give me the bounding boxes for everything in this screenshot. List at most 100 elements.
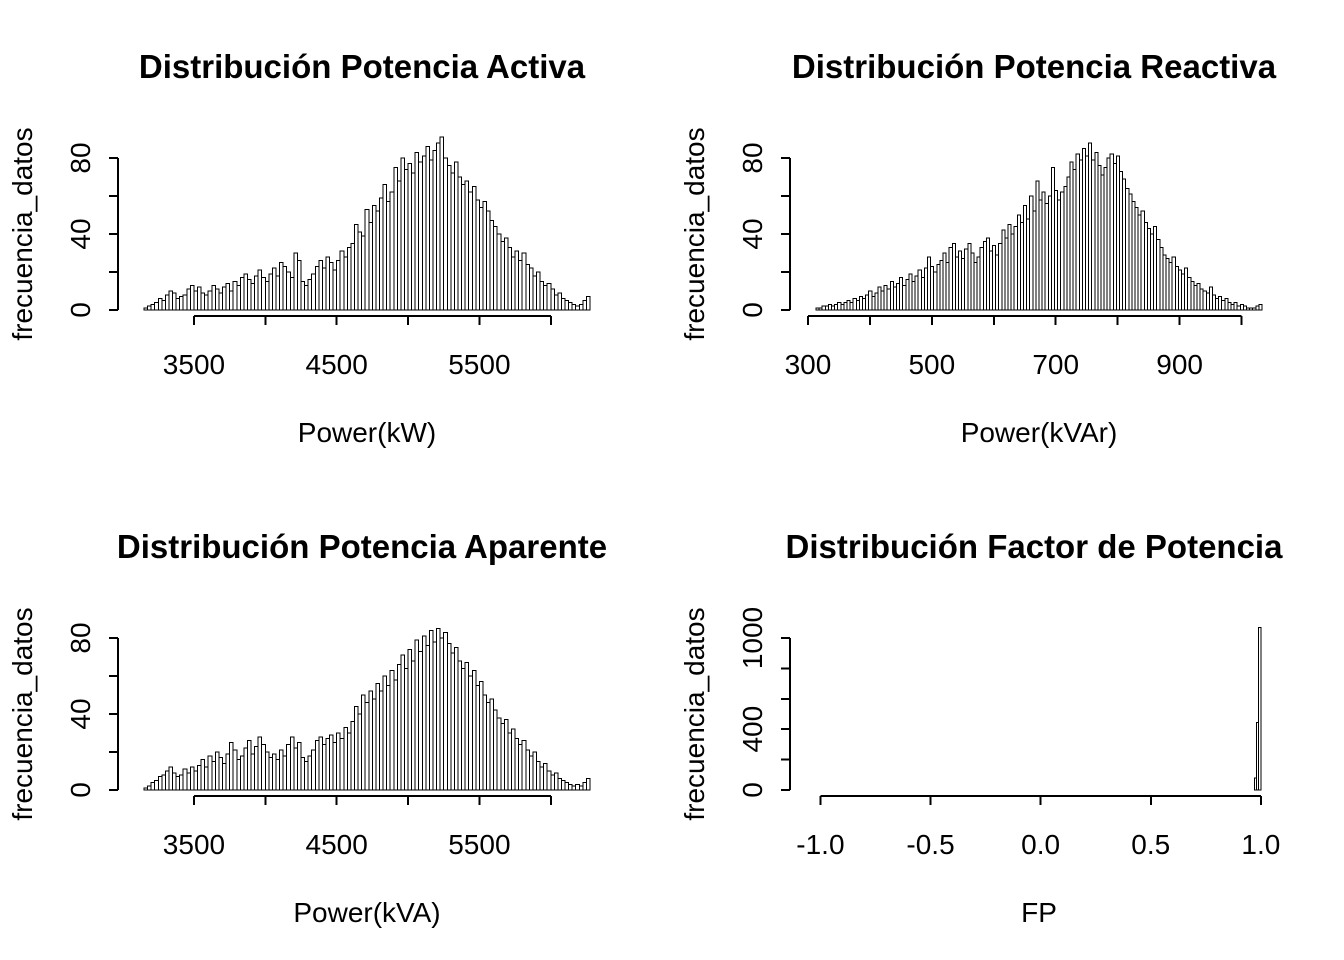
hist-bar <box>560 780 566 791</box>
hist-bar <box>414 639 420 791</box>
hist-bar <box>147 785 152 791</box>
x-tick-label: 500 <box>908 349 955 380</box>
hist-bar <box>164 770 170 791</box>
hist-bar <box>182 768 188 791</box>
x-tick-label: 4500 <box>306 829 368 860</box>
hist-bar <box>361 694 366 791</box>
hist-bar <box>432 149 438 311</box>
hist-bar <box>350 243 356 311</box>
hist-bar <box>361 235 366 311</box>
hist-bar <box>493 225 498 311</box>
x-axis-label-activa: Power(kW) <box>298 417 436 448</box>
hist-bar <box>443 631 448 791</box>
hist-bar <box>553 294 559 311</box>
hist-bar <box>560 298 566 311</box>
hist-bar <box>428 159 434 311</box>
hist-bar <box>461 184 466 311</box>
hist-bar <box>378 197 384 311</box>
hist-bar <box>486 702 491 791</box>
hist-bar <box>343 256 348 311</box>
hist-bar <box>332 269 338 311</box>
hist-bar <box>275 759 281 791</box>
hist-bar <box>157 298 163 311</box>
hist-bar <box>211 284 216 311</box>
hist-bar <box>232 749 238 791</box>
hist-bar <box>304 284 309 311</box>
histogram-bars-fp <box>1253 626 1262 791</box>
x-tick-label: 0.5 <box>1131 829 1170 860</box>
hist-bar <box>200 292 206 311</box>
hist-bar <box>300 757 306 791</box>
hist-bar <box>382 675 388 791</box>
hist-bar <box>528 267 534 311</box>
hist-bar <box>275 275 281 311</box>
hist-bar <box>229 742 234 791</box>
hist-bar <box>528 755 534 791</box>
y-axis-label-aparente: frecuencia_datos <box>7 607 38 820</box>
hist-bar <box>425 146 430 311</box>
hist-bar <box>386 685 391 791</box>
y-axis-fp <box>781 637 791 791</box>
panel-reactiva: Distribución Potencia Reactiva 0 40 80 frecu… <box>679 48 1277 448</box>
hist-bar <box>346 246 352 311</box>
hist-bar <box>446 643 452 791</box>
y-tick-label: 40 <box>737 218 768 249</box>
histogram-bars-aparente <box>143 628 591 791</box>
hist-bar <box>339 738 345 791</box>
hist-bar <box>214 288 220 311</box>
hist-bar <box>585 296 591 311</box>
hist-bar <box>553 772 559 791</box>
hist-bar <box>343 726 348 791</box>
hist-bar <box>450 652 455 791</box>
hist-bar <box>418 650 423 791</box>
chart-title-reactiva: Distribución Potencia Reactiva <box>792 48 1277 85</box>
hist-bar <box>150 781 156 791</box>
hist-bar <box>261 743 266 791</box>
hist-bar <box>172 772 177 791</box>
y-tick-label: 0 <box>65 302 96 318</box>
hist-bar <box>279 749 284 791</box>
panel-aparente: Distribución Potencia Aparente 0 40 80 frecu… <box>7 528 607 928</box>
hist-bar <box>464 662 470 791</box>
hist-bar <box>357 713 363 791</box>
hist-bar <box>154 780 159 791</box>
hist-bar <box>557 292 562 311</box>
hist-bar <box>193 290 199 311</box>
histogram-bars-activa <box>143 136 591 311</box>
hist-bar <box>518 743 523 791</box>
hist-bar <box>378 690 384 791</box>
hist-bar <box>457 176 463 311</box>
x-axis-reactiva <box>806 315 1243 325</box>
hist-bar <box>550 774 555 791</box>
hist-bar <box>311 749 316 791</box>
hist-bar <box>543 284 548 311</box>
hist-bar <box>214 751 220 791</box>
hist-bar <box>325 738 331 791</box>
hist-bar <box>403 168 409 311</box>
hist-bar <box>446 165 452 311</box>
y-tick-label: 40 <box>65 218 96 249</box>
hist-bar <box>197 764 202 791</box>
hist-bar <box>507 732 513 791</box>
hist-bar <box>489 698 495 791</box>
hist-bar <box>461 667 466 791</box>
hist-bar <box>264 281 270 311</box>
histogram-bars-reactiva <box>815 142 1263 311</box>
y-axis-aparente <box>109 637 119 791</box>
hist-bar <box>535 761 541 791</box>
hist-bar <box>411 172 416 311</box>
hist-bar <box>500 241 505 311</box>
y-tick-label: 1000 <box>737 607 768 669</box>
hist-bar <box>507 246 513 311</box>
hist-bar <box>368 222 373 311</box>
y-tick-label: 40 <box>65 698 96 729</box>
hist-bar <box>332 742 338 791</box>
x-tick-label: 300 <box>785 349 832 380</box>
hist-bar <box>489 220 495 311</box>
hist-bar <box>578 303 584 311</box>
hist-bar <box>418 161 423 311</box>
hist-bar <box>268 273 273 311</box>
hist-bar <box>421 635 427 791</box>
hist-bar <box>486 210 491 311</box>
hist-bar <box>500 723 505 791</box>
